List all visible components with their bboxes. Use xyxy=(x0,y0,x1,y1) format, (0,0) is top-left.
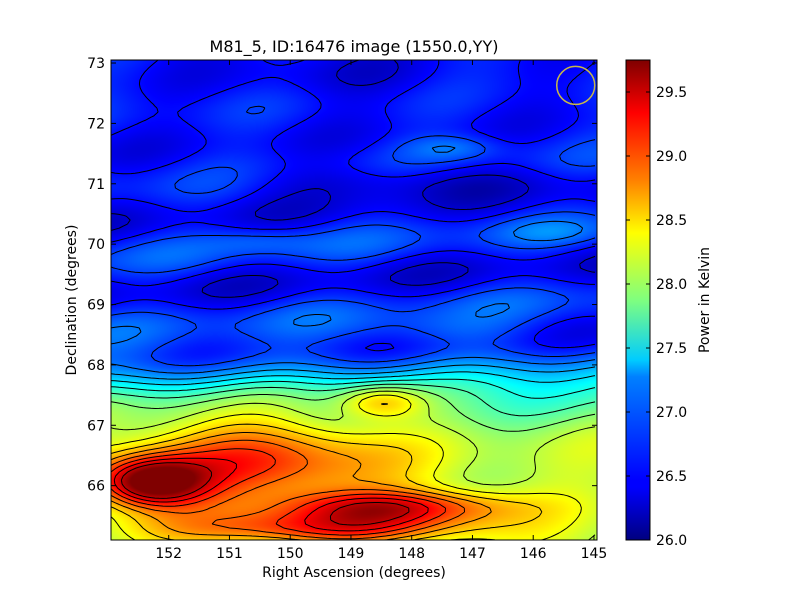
contour-line xyxy=(111,378,596,399)
colorbar-tick-label: 28.5 xyxy=(656,213,687,229)
colorbar-gradient xyxy=(625,59,651,541)
x-tick-label: 148 xyxy=(398,546,425,562)
colorbar-tick-label: 27.0 xyxy=(656,405,687,421)
colorbar-tick-label: 27.5 xyxy=(656,341,687,357)
contour-line xyxy=(111,383,596,417)
contour-line xyxy=(113,457,429,532)
x-axis: 152 151 150 149 148 147 146 145 xyxy=(155,60,607,562)
y-tick-label: 69 xyxy=(87,298,105,314)
contour-line xyxy=(111,145,596,374)
y-tick-label: 70 xyxy=(87,237,105,253)
contour-line xyxy=(111,394,582,540)
contour-lines xyxy=(111,60,596,540)
contour-line xyxy=(120,462,410,526)
colorbar-ticks: 26.0 26.5 27.0 27.5 28.0 28.5 29.0 29.5 xyxy=(626,85,687,549)
colorbar: 26.0 26.5 27.0 27.5 28.0 28.5 29.0 29.5 Power i… xyxy=(625,59,713,549)
y-tick-label: 66 xyxy=(87,479,105,495)
contour-line xyxy=(111,387,596,432)
x-tick-label: 152 xyxy=(155,546,182,562)
colorbar-label: Power in Kelvin xyxy=(697,247,713,353)
x-tick-label: 145 xyxy=(581,546,608,562)
contour-line xyxy=(111,432,492,540)
beam-marker xyxy=(555,65,596,106)
contour-line xyxy=(111,403,543,540)
contour-line xyxy=(111,60,596,298)
y-tick-label: 71 xyxy=(87,177,105,193)
x-tick-label: 150 xyxy=(277,546,304,562)
heatmap-image xyxy=(111,60,597,540)
contour-line xyxy=(111,364,596,380)
y-tick-label: 67 xyxy=(87,418,105,434)
x-tick-label: 151 xyxy=(216,546,243,562)
plot-frame xyxy=(110,59,598,541)
x-axis-label: Right Ascension (degrees) xyxy=(262,565,446,581)
y-tick-label: 73 xyxy=(87,56,105,72)
contour-line xyxy=(111,105,596,367)
y-tick-label: 68 xyxy=(87,358,105,374)
plot-area xyxy=(110,59,598,541)
y-tick-label: 72 xyxy=(87,116,105,132)
colorbar-tick-label: 26.5 xyxy=(656,469,687,485)
colorbar-tick-label: 29.0 xyxy=(656,149,687,165)
contour-line xyxy=(111,390,596,540)
contour-line xyxy=(111,439,465,540)
x-tick-label: 146 xyxy=(520,546,547,562)
chart-title: M81_5, ID:16476 image (1550.0,YY) xyxy=(210,37,499,57)
contour-line xyxy=(111,60,596,352)
x-tick-label: 147 xyxy=(459,546,486,562)
colorbar-tick-label: 26.0 xyxy=(656,533,687,549)
y-axis: 66 67 68 69 70 71 72 73 xyxy=(87,56,597,495)
colorbar-tick-label: 29.5 xyxy=(656,85,687,101)
x-tick-label: 149 xyxy=(338,546,365,562)
y-axis-label: Declination (degrees) xyxy=(64,225,80,376)
contour-line xyxy=(111,448,446,536)
contour-line xyxy=(111,371,596,386)
colorbar-tick-label: 28.0 xyxy=(656,277,687,293)
